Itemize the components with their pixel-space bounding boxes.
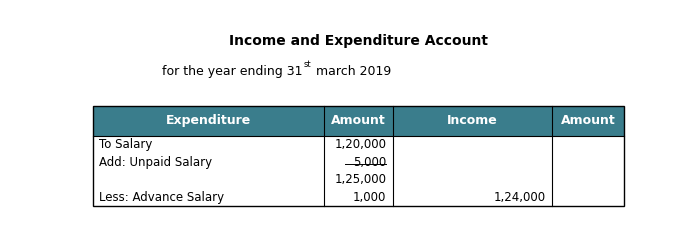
Text: Income and Expenditure Account: Income and Expenditure Account <box>229 34 488 48</box>
Text: 1,25,000: 1,25,000 <box>334 173 387 186</box>
FancyBboxPatch shape <box>393 105 552 136</box>
FancyBboxPatch shape <box>552 105 624 136</box>
Text: Income: Income <box>447 114 498 127</box>
Text: st: st <box>304 60 312 69</box>
Text: march 2019: march 2019 <box>312 65 391 78</box>
Text: Less: Advance Salary: Less: Advance Salary <box>99 191 224 204</box>
FancyBboxPatch shape <box>93 105 324 136</box>
Text: 1,20,000: 1,20,000 <box>334 138 387 151</box>
Text: Add: Unpaid Salary: Add: Unpaid Salary <box>99 156 212 169</box>
Text: 5,000: 5,000 <box>353 156 387 169</box>
Text: for the year ending 31: for the year ending 31 <box>162 65 303 78</box>
Text: Amount: Amount <box>331 114 386 127</box>
Text: Expenditure: Expenditure <box>166 114 251 127</box>
Text: Amount: Amount <box>561 114 615 127</box>
Text: 1,24,000: 1,24,000 <box>493 191 545 204</box>
FancyBboxPatch shape <box>324 105 393 136</box>
Text: 1,000: 1,000 <box>353 191 387 204</box>
Text: To Salary: To Salary <box>99 138 152 151</box>
